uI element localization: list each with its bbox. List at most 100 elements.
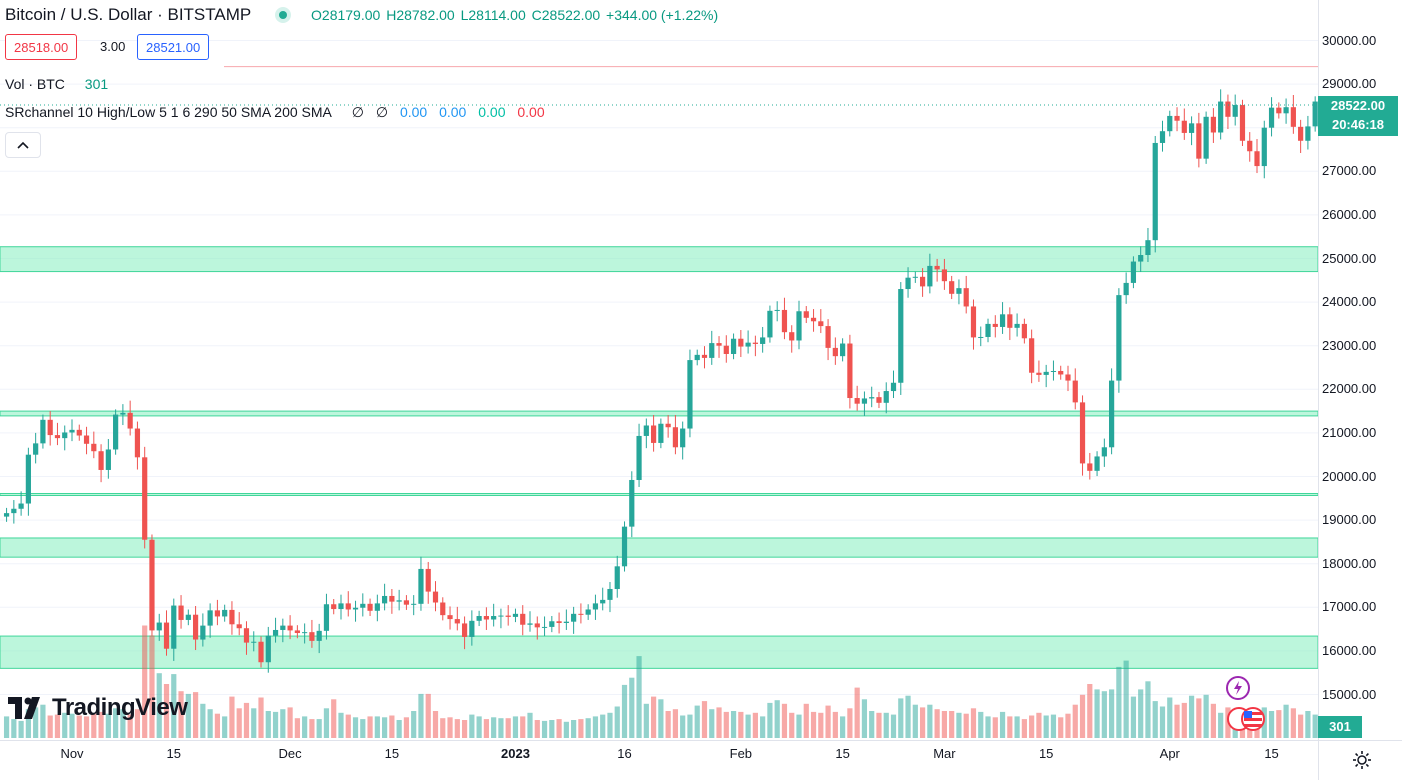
- volume-bar: [171, 674, 177, 738]
- volume-bar: [818, 712, 824, 738]
- volume-bar: [789, 712, 795, 738]
- candle-body: [1109, 380, 1115, 448]
- volume-bar: [541, 720, 548, 738]
- candle-body: [447, 615, 453, 620]
- candle-body: [1159, 131, 1166, 143]
- volume-bar: [1276, 710, 1282, 738]
- candle-body: [338, 603, 344, 610]
- volume-bar: [76, 715, 82, 738]
- volume-legend[interactable]: Vol · BTC 301: [5, 76, 110, 92]
- volume-bar: [134, 709, 141, 738]
- tradingview-logo[interactable]: TradingView: [8, 694, 188, 722]
- sell-button[interactable]: 28518.00: [5, 34, 78, 60]
- sr-zone: [0, 537, 1318, 558]
- collapse-legend-button[interactable]: [5, 132, 41, 158]
- candle-body: [1021, 323, 1027, 339]
- volume-bar: [185, 693, 191, 738]
- candle-body: [1261, 127, 1267, 167]
- volume-bar: [1159, 706, 1166, 738]
- volume-bar: [803, 703, 809, 738]
- volume-bar: [200, 703, 206, 738]
- last-price-value: 28522.00: [1330, 98, 1386, 113]
- candle-body: [520, 613, 526, 625]
- candle-body: [621, 526, 628, 567]
- candle-body: [91, 443, 97, 452]
- candle-body: [323, 604, 330, 631]
- volume-bar: [1079, 694, 1086, 738]
- volume-bar: [178, 691, 184, 738]
- candle-body: [992, 323, 998, 327]
- volume-bar: [192, 692, 199, 738]
- volume-bar: [1007, 716, 1013, 738]
- candle-body: [33, 443, 39, 455]
- volume-bar: [91, 713, 97, 738]
- sr-value-6: 0.00: [517, 104, 545, 120]
- price-tick-label: 30000.00: [1322, 32, 1377, 48]
- volume-bar: [331, 699, 337, 738]
- gear-icon[interactable]: [1352, 750, 1372, 770]
- volume-bar: [1167, 697, 1173, 738]
- economic-events-icon[interactable]: [1226, 706, 1270, 732]
- candle-body: [69, 429, 75, 433]
- symbol-title[interactable]: Bitcoin / U.S. Dollar · BITSTAMP: [5, 5, 252, 24]
- chart-plot-area[interactable]: [0, 0, 1318, 740]
- candle-body: [541, 626, 548, 628]
- candle-body: [1123, 282, 1129, 296]
- candle-body: [949, 281, 955, 294]
- candlestick-chart[interactable]: [0, 0, 1318, 740]
- candle-body: [207, 610, 213, 626]
- price-tick-label: 17000.00: [1322, 599, 1377, 615]
- volume-bar: [1021, 719, 1027, 738]
- tradingview-logo-icon: [8, 697, 40, 719]
- volume-bar: [229, 696, 235, 738]
- sr-zone: [0, 410, 1318, 417]
- volume-bar: [723, 711, 729, 738]
- volume-bar: [621, 684, 628, 738]
- time-axis[interactable]: [0, 740, 1318, 780]
- candle-body: [156, 622, 162, 631]
- candle-body: [883, 391, 889, 403]
- volume-bar: [323, 708, 330, 738]
- volume-bar: [701, 701, 708, 738]
- volume-bar: [847, 708, 853, 738]
- volume-bar: [309, 719, 315, 738]
- volume-bar: [738, 711, 744, 738]
- volume-bar: [1058, 717, 1064, 738]
- candle-body: [1196, 123, 1202, 159]
- candle-body: [185, 614, 191, 620]
- price-tick-label: 20000.00: [1322, 468, 1377, 484]
- volume-bar: [338, 712, 344, 738]
- candle-body: [1247, 140, 1253, 152]
- sr-zone: [0, 246, 1318, 273]
- sr-zone: [0, 493, 1318, 497]
- candle-body: [527, 623, 533, 625]
- volume-bar: [869, 711, 875, 738]
- volume-bar: [1203, 694, 1209, 738]
- volume-bar: [709, 709, 715, 738]
- volume-bar: [1065, 713, 1071, 738]
- candle-body: [11, 508, 17, 514]
- candle-body: [643, 425, 649, 436]
- volume-bar: [1188, 695, 1195, 738]
- volume-bar: [563, 721, 569, 738]
- volume-bar: [767, 702, 773, 738]
- candle-body: [600, 599, 606, 604]
- candle-body: [869, 397, 875, 399]
- ohlc-high: H28782.00: [386, 7, 455, 23]
- time-tick-label: Feb: [729, 746, 753, 761]
- volume-bar: [142, 625, 148, 738]
- candle-body: [192, 614, 199, 640]
- volume-bar: [105, 713, 111, 738]
- tradingview-logo-text: TradingView: [52, 694, 188, 721]
- candle-body: [1094, 456, 1100, 471]
- volume-bar: [534, 720, 540, 738]
- candle-body: [578, 613, 584, 615]
- srchannel-legend[interactable]: SRchannel 10 High/Low 5 1 6 290 50 SMA 2…: [5, 104, 547, 121]
- volume-bar: [898, 698, 904, 738]
- candle-body: [752, 342, 758, 344]
- buy-button[interactable]: 28521.00: [137, 34, 210, 60]
- volume-bar: [1123, 660, 1129, 738]
- candle-body: [636, 435, 642, 480]
- candle-body: [287, 625, 293, 631]
- lightning-icon[interactable]: [1226, 676, 1250, 700]
